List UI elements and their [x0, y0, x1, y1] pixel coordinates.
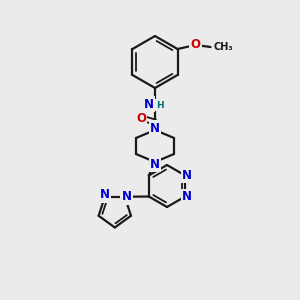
Text: N: N [182, 190, 192, 203]
Text: H: H [156, 100, 164, 109]
Text: N: N [150, 158, 160, 170]
Text: O: O [190, 38, 200, 52]
Text: N: N [150, 122, 160, 134]
Text: CH₃: CH₃ [214, 42, 233, 52]
Text: O: O [136, 112, 146, 124]
Text: N: N [100, 188, 110, 201]
Text: N: N [122, 190, 132, 203]
Text: N: N [182, 169, 192, 182]
Text: N: N [144, 98, 154, 110]
